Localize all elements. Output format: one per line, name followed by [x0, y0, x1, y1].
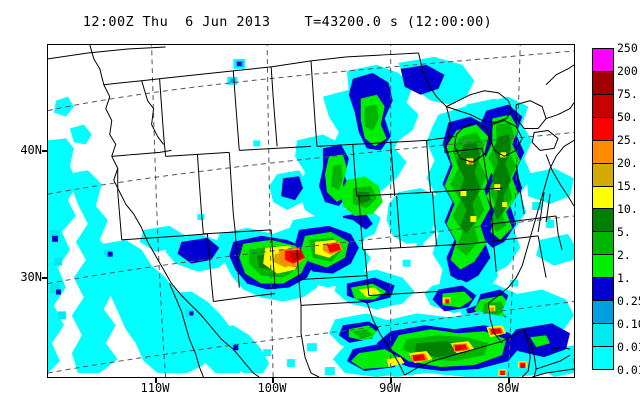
colorbar-label-15: 15. [617, 179, 638, 193]
colorbar-label-75: 75. [617, 87, 638, 101]
colorbar-band-200 [593, 71, 613, 95]
colorbar-band-5 [593, 232, 613, 256]
precip-northern-rockies [227, 58, 246, 85]
colorbar-band-250 [593, 49, 613, 72]
precip-west-blue-dots [51, 235, 239, 351]
precip-appalachian-corridor [426, 96, 574, 338]
colorbar-label-5: 5. [617, 225, 631, 239]
precip-region-pacific-west [48, 96, 270, 374]
colorbar-band-50 [593, 117, 613, 141]
colorbar-band-25 [593, 140, 613, 164]
x-axis-label-80w: 80W [497, 381, 519, 395]
y-axis-label-40n: 40N [20, 143, 42, 157]
colorbar-label-20: 20. [617, 156, 638, 170]
colorbar-label-250: 250. [617, 41, 640, 55]
colorbar-label-200: 200. [617, 64, 640, 78]
colorbar-band-001 [593, 346, 613, 369]
colorbar-label-25: 25. [617, 133, 638, 147]
x-tick-mark [155, 378, 157, 383]
colorbar-band-75 [593, 94, 613, 118]
map-canvas [48, 45, 574, 377]
x-tick-mark [508, 378, 510, 383]
colorbar-label-010: 0.10 [617, 317, 640, 331]
figure-title: 12:00Z Thu 6 Jun 2013 T=43200.0 s (12:00… [82, 14, 493, 30]
colorbar-band-1 [593, 278, 613, 302]
y-axis-label-30n: 30N [20, 270, 42, 284]
colorbar [592, 48, 614, 370]
x-tick-mark [272, 378, 274, 383]
colorbar-label-50: 50. [617, 110, 638, 124]
colorbar-band-10 [593, 209, 613, 233]
x-axis-label-100w: 100W [257, 381, 287, 395]
x-axis-label-90w: 90W [379, 381, 401, 395]
colorbar-label-2: 2. [617, 248, 631, 262]
y-tick-mark [42, 150, 47, 152]
colorbar-band-20 [593, 163, 613, 187]
colorbar-label-1: 1. [617, 271, 631, 285]
colorbar-band-15 [593, 186, 613, 210]
y-tick-mark [42, 277, 47, 279]
colorbar-band-2 [593, 255, 613, 279]
precipitation-field [48, 56, 574, 377]
x-tick-mark [390, 378, 392, 383]
colorbar-label-025: 0.25 [617, 294, 640, 308]
colorbar-label-10: 10. [617, 202, 638, 216]
colorbar-band-010 [593, 324, 613, 347]
colorbar-label-bottom: 0.01 [617, 363, 640, 377]
lat-lon-gridlines [48, 45, 574, 377]
precip-gulf-southeast [332, 279, 574, 377]
colorbar-label-001: 0.01 [617, 340, 640, 354]
precip-southern-plains-cell [139, 213, 415, 354]
precip-scattered-specks [197, 140, 571, 376]
map-borders [48, 45, 574, 377]
colorbar-band-025 [593, 301, 613, 325]
x-axis-label-110w: 110W [140, 381, 170, 395]
map-plot-area [47, 44, 575, 378]
